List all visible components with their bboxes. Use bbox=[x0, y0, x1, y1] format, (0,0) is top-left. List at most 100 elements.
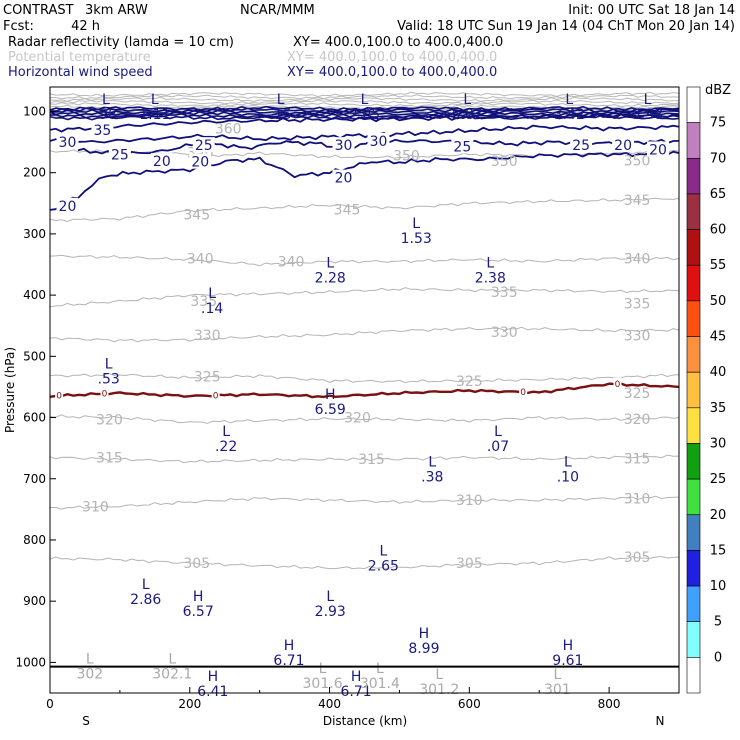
wind-extremum-marker: H bbox=[419, 626, 430, 642]
y-tick-label: 300 bbox=[23, 227, 46, 241]
wind-extremum-value: 2.05 bbox=[349, 107, 380, 123]
wind-extremum-marker: H bbox=[208, 669, 219, 685]
wind-label-bg bbox=[612, 137, 635, 153]
wind-extremum-value: 1.53 bbox=[401, 231, 432, 247]
theta-label-text: 305 bbox=[624, 550, 651, 566]
wind-extremum-marker: L bbox=[105, 357, 113, 373]
theta-label-text: 330 bbox=[624, 329, 651, 345]
theta-extremum-value: 302 bbox=[76, 667, 103, 683]
theta-label: 310 bbox=[82, 499, 109, 515]
colorbar-swatch bbox=[686, 193, 701, 230]
theta-label-text: 330 bbox=[194, 328, 221, 344]
y-axis-label: Pressure (hPa) bbox=[3, 347, 17, 433]
model-name: CONTRAST bbox=[3, 3, 74, 18]
wind-extremum-marker: L bbox=[222, 424, 230, 440]
wind-label-text: 20 bbox=[153, 154, 171, 170]
field-1-name: Radar reflectivity (lamda = 10 cm) bbox=[8, 35, 234, 50]
theta-label: 320 bbox=[624, 412, 651, 428]
x-tick-label: 200 bbox=[178, 697, 201, 711]
upper-theta-line bbox=[49, 99, 680, 105]
theta-label: 350 bbox=[393, 149, 420, 165]
fcst-value: 42 h bbox=[71, 19, 100, 34]
wind-extremum-value: .14 bbox=[201, 301, 223, 317]
colorbar-level-label: 70 bbox=[710, 151, 727, 166]
wind-extremum-value: 2.28 bbox=[315, 271, 346, 287]
wind-extremum-marker: L bbox=[463, 92, 471, 108]
wind-label-bg bbox=[647, 141, 670, 157]
wind-extremum-value: 6.59 bbox=[315, 402, 346, 418]
field-1-xy: XY= 400.0,100.0 to 400.0,400.0 bbox=[293, 35, 503, 50]
colorbar-level-label: 15 bbox=[710, 543, 727, 558]
theta-extremum-value: 301.6 bbox=[303, 676, 343, 692]
theta-label: 340 bbox=[278, 254, 305, 270]
colorbar-swatch bbox=[686, 300, 701, 337]
plot-frame bbox=[49, 86, 680, 694]
theta-label: 345 bbox=[183, 207, 210, 223]
theta-label-text: 310 bbox=[82, 499, 109, 515]
theta-label-text: 340 bbox=[278, 254, 305, 270]
theta-label-text: 325 bbox=[194, 370, 221, 386]
jet-core-contour bbox=[49, 105, 680, 112]
theta-label: 340 bbox=[187, 251, 214, 267]
zero-label-bg bbox=[211, 389, 220, 401]
colorbar-swatch bbox=[686, 264, 701, 302]
theta-label-text: 305 bbox=[456, 556, 483, 572]
upper-theta-line bbox=[49, 96, 680, 103]
wind-extremum-value: 5.87 bbox=[452, 107, 483, 123]
wind-extremum-marker: L bbox=[142, 577, 150, 593]
theta-contour-315 bbox=[49, 454, 680, 464]
theta-label-text: 310 bbox=[624, 491, 651, 507]
zero-label-bg bbox=[55, 389, 64, 401]
theta-label-text: 325 bbox=[624, 386, 651, 402]
theta-label-text: 320 bbox=[624, 412, 651, 428]
wind-extremum-value: 6.41 bbox=[197, 684, 228, 700]
org-label: NCAR/MMM bbox=[240, 3, 315, 18]
wind-contour-20 bbox=[49, 150, 680, 211]
y-tick-label: 400 bbox=[23, 288, 46, 302]
colorbar-swatch bbox=[686, 657, 701, 694]
wind-extremum-marker: L bbox=[494, 424, 502, 440]
wind-label-text: 30 bbox=[370, 134, 388, 150]
wind-label-text: 25 bbox=[195, 138, 213, 154]
wind-label-text: 20 bbox=[191, 155, 209, 171]
wind-extremum-marker: L bbox=[564, 455, 572, 471]
wind-extremum-value: 6.71 bbox=[273, 653, 304, 669]
theta-contour-320 bbox=[49, 414, 680, 424]
y-tick-label: 900 bbox=[23, 594, 46, 608]
theta-label: 325 bbox=[456, 374, 483, 390]
wind-extremum-value: 3.42 bbox=[554, 107, 585, 123]
theta-label-text: 335 bbox=[491, 285, 518, 301]
theta-label-text: 350 bbox=[393, 149, 420, 165]
wind-label-bg bbox=[56, 134, 79, 150]
reflectivity-zero-contour bbox=[49, 382, 680, 399]
theta-extremum-marker: L bbox=[86, 652, 94, 668]
wind-label-bg bbox=[367, 132, 390, 148]
theta-label-text: 305 bbox=[183, 556, 210, 572]
colorbar-level-label: 10 bbox=[710, 579, 727, 594]
field-2-xy: XY= 400.0,100.0 to 400.0,400.0 bbox=[287, 50, 497, 65]
wind-extremum-marker: L bbox=[151, 92, 159, 108]
y-tick-label: 100 bbox=[23, 104, 46, 118]
wind-extremum-value: .53 bbox=[98, 372, 120, 388]
x-axis-label: Distance (km) bbox=[323, 714, 407, 728]
colorbar-level-label: 0 bbox=[714, 650, 722, 665]
y-tick-label: 200 bbox=[23, 166, 46, 180]
theta-label: 325 bbox=[624, 386, 651, 402]
wind-extremum-marker: L bbox=[428, 455, 436, 471]
theta-extremum-value: 301.2 bbox=[419, 682, 459, 698]
model-resolution: 3km ARW bbox=[85, 3, 148, 18]
colorbar-level-label: 45 bbox=[710, 330, 727, 345]
wind-extremum-value: 6.71 bbox=[341, 684, 372, 700]
theta-label: 305 bbox=[456, 556, 483, 572]
colorbar-swatch bbox=[686, 407, 701, 444]
wind-extremum-value: 2.65 bbox=[368, 558, 399, 574]
colorbar-swatch bbox=[686, 229, 701, 266]
theta-label: 350 bbox=[491, 154, 518, 170]
field-2-name: Potential temperature bbox=[8, 50, 151, 65]
wind-extremum-marker: H bbox=[284, 638, 295, 654]
wind-label-bg bbox=[332, 169, 355, 185]
wind-extremum-value: .10 bbox=[557, 470, 579, 486]
wind-label-text: 35 bbox=[94, 123, 112, 139]
colorbar-level-label: 35 bbox=[710, 401, 727, 416]
wind-extremum-marker: L bbox=[361, 92, 369, 108]
